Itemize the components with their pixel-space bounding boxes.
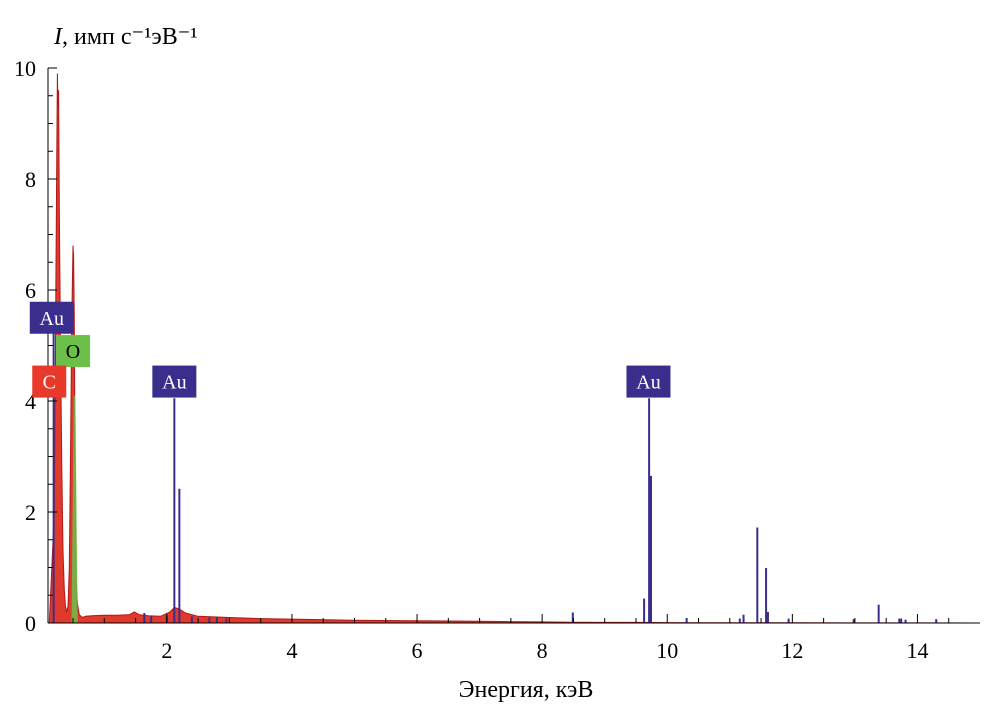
ticks: 2 4 6 8 10 12 14 0 2 4 6 8 10 [14, 56, 950, 663]
spectrum-area [48, 73, 981, 624]
badge-label: Au [40, 308, 64, 330]
element-badge-au: Au [152, 365, 197, 398]
badge-label: Au [636, 372, 660, 394]
y-axis-title-symbol: I [53, 24, 63, 50]
element-badge-au: Au [29, 301, 74, 334]
badge-label: Au [162, 372, 186, 394]
element-badge-c: C [32, 365, 67, 398]
badge-background [56, 335, 91, 368]
y-tick-label: 6 [25, 278, 36, 303]
plot-area [48, 73, 981, 624]
x-tick-label: 8 [537, 638, 548, 663]
y-axis-title-units: , имп с⁻¹эВ⁻¹ [62, 24, 198, 50]
x-tick-label: 4 [286, 638, 297, 663]
badge-label: C [43, 372, 56, 394]
x-axis-title: Энергия, кэВ [459, 677, 594, 703]
y-tick-label: 0 [25, 611, 36, 636]
badge-label: O [66, 341, 80, 363]
element-badge-o: O [56, 335, 91, 368]
badge-background [32, 365, 67, 398]
x-tick-label: 6 [412, 638, 423, 663]
y-tick-label: 8 [25, 167, 36, 192]
y-tick-label: 4 [25, 389, 36, 414]
axes [47, 68, 980, 624]
au-lines [52, 328, 938, 623]
x-tick-label: 12 [781, 638, 803, 663]
badge-background [626, 365, 671, 398]
x-tick-label: 14 [906, 638, 928, 663]
oxygen-peak [71, 395, 78, 623]
y-tick-label: 2 [25, 500, 36, 525]
badge-background [152, 365, 197, 398]
x-tick-label: 10 [656, 638, 678, 663]
y-axis-title: I, имп с⁻¹эВ⁻¹ [53, 24, 198, 50]
badge-background [29, 301, 74, 334]
element-badge-au: Au [626, 365, 671, 398]
x-tick-label: 2 [161, 638, 172, 663]
y-tick-label: 10 [14, 56, 36, 81]
